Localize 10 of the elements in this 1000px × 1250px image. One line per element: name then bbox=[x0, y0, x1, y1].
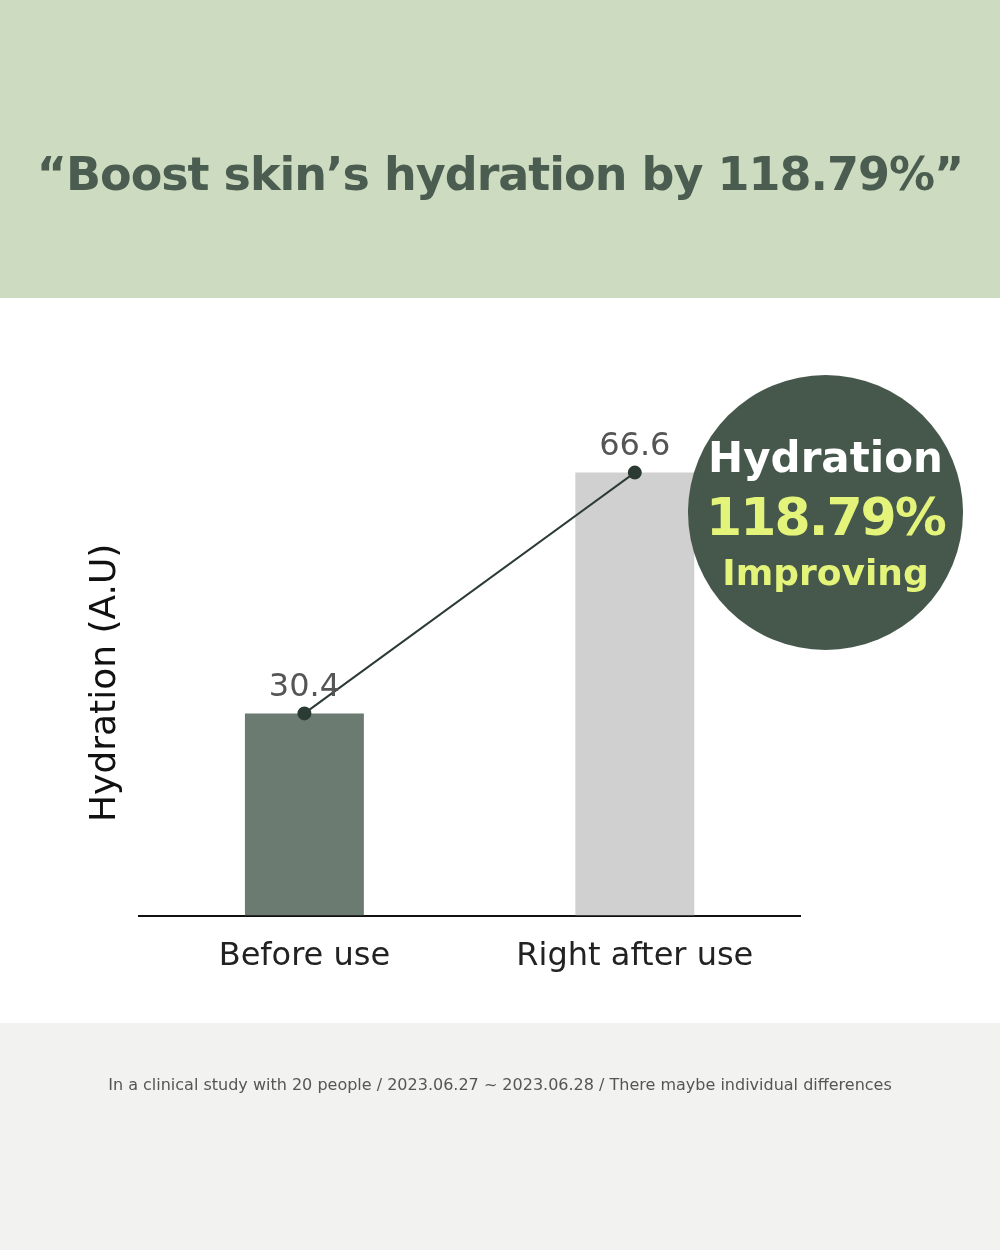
y-axis-title: Hydration (A.U) bbox=[81, 543, 123, 822]
chart-title: “Boost skin’s hydration by 118.79%” bbox=[36, 147, 964, 201]
data-label: 66.6 bbox=[599, 424, 671, 463]
x-tick-label: Right after use bbox=[516, 935, 754, 974]
annotation: Improving bbox=[722, 551, 929, 593]
data-label: 30.4 bbox=[268, 665, 341, 704]
text: In a clinical study with 20 people / 2023.06.27 ~ 2023.06.28 / There maybe individual differences bbox=[107, 1075, 893, 1094]
annotation: 118.79% bbox=[706, 485, 945, 549]
x-tick-label: Before use bbox=[218, 935, 391, 974]
annotation: Hydration bbox=[708, 432, 943, 482]
